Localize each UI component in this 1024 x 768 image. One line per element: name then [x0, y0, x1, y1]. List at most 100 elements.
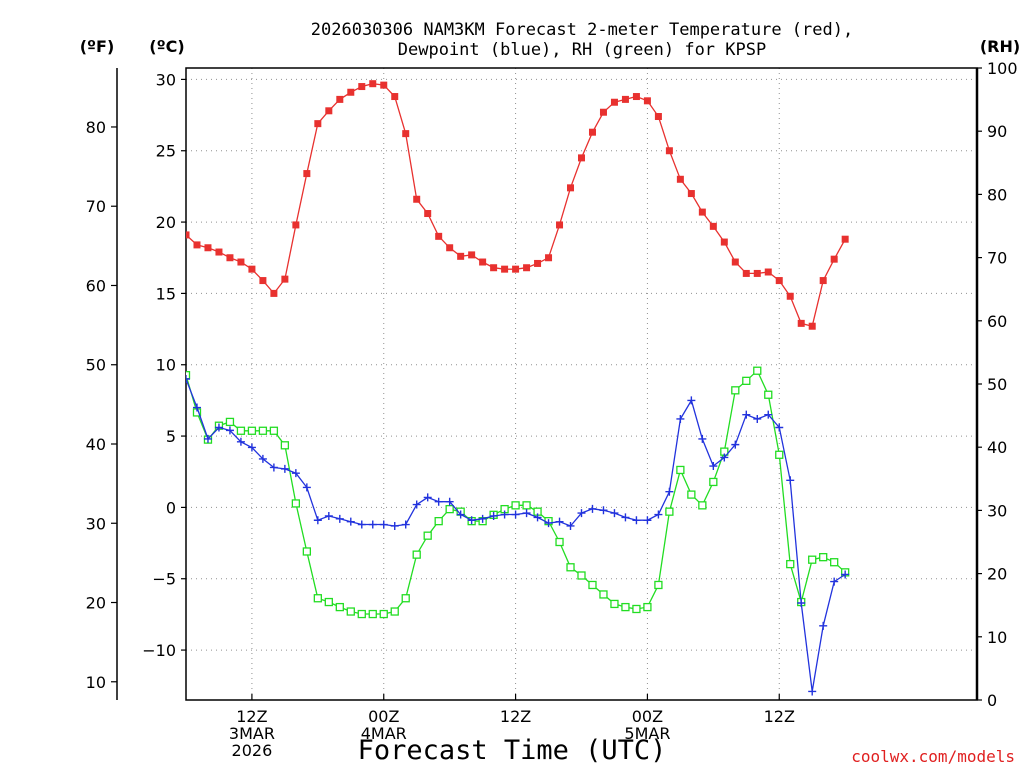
2-meter-temperature-point — [698, 208, 706, 216]
dewpoint-point — [511, 510, 520, 519]
rh-point — [291, 499, 301, 508]
2-meter-temperature-point — [797, 319, 805, 327]
rh-point — [610, 599, 619, 609]
rh-point — [775, 450, 784, 459]
2-meter-temperature-point — [687, 190, 695, 198]
celsius-unit-label: (ºC) — [149, 37, 184, 56]
axes: 8070605040302010302520151050−5−101009080… — [86, 59, 1018, 760]
dewpoint-point — [753, 414, 762, 423]
2-meter-temperature-point — [808, 322, 816, 330]
2-meter-temperature-point — [830, 255, 838, 263]
rh-point — [368, 609, 377, 619]
x-tick-label: 3MAR — [229, 724, 275, 743]
rh-point — [511, 501, 520, 510]
dewpoint-point — [434, 497, 443, 506]
rh-point — [401, 594, 410, 603]
fahrenheit-tick-label: 30 — [86, 514, 106, 533]
dewpoint-point — [643, 516, 652, 525]
rh-point — [247, 426, 257, 435]
2-meter-temperature-point — [402, 130, 410, 138]
title-line-1: 2026030306 NAM3KM Forecast 2-meter Tempe… — [311, 20, 853, 40]
dewpoint-point — [357, 520, 366, 529]
2-meter-temperature-point — [490, 264, 498, 272]
dewpoint-point — [797, 598, 806, 607]
2-meter-temperature-point — [731, 258, 739, 266]
2-meter-temperature-point — [501, 265, 509, 273]
x-tick-label: 2026 — [232, 741, 273, 760]
rh-tick-label: 60 — [987, 312, 1007, 331]
dewpoint-point — [324, 511, 333, 520]
x-tick-label: 12Z — [236, 707, 267, 726]
2-meter-temperature-point — [358, 83, 366, 91]
dewpoint-point — [291, 469, 300, 478]
2-meter-temperature-point — [380, 81, 388, 89]
2-meter-temperature-point — [204, 244, 212, 252]
2-meter-temperature-point — [391, 93, 399, 101]
2-meter-temperature-point — [764, 268, 772, 276]
2-meter-temperature-point — [578, 154, 585, 162]
dewpoint-point — [258, 454, 267, 463]
rh-point — [731, 386, 740, 395]
rh-point — [764, 390, 773, 399]
dewpoint-point — [709, 462, 718, 471]
dewpoint-point — [236, 437, 245, 446]
x-tick-label: 12Z — [500, 707, 531, 726]
dewpoint-point — [247, 443, 256, 452]
dewpoint-point — [456, 510, 465, 519]
dewpoint-point — [654, 510, 663, 519]
rh-point — [577, 571, 586, 580]
dewpoint-point — [588, 504, 597, 513]
rh-point — [225, 417, 235, 427]
dewpoint-point — [335, 514, 344, 523]
2-meter-temperature-point — [534, 259, 542, 267]
dewpoint-point — [346, 517, 355, 526]
fahrenheit-tick-label: 10 — [86, 673, 106, 692]
dewpoint-point — [665, 487, 674, 496]
rh-point — [643, 602, 652, 612]
rh-tick-label: 0 — [987, 691, 997, 710]
rh-point — [698, 501, 707, 510]
2-meter-temperature-point — [215, 248, 223, 256]
celsius-tick-label: 20 — [156, 213, 176, 232]
x-tick-label: 5MAR — [624, 724, 670, 743]
celsius-tick-label: 30 — [156, 70, 176, 89]
rh-point — [632, 604, 641, 614]
2-meter-temperature-point — [545, 254, 553, 262]
fahrenheit-tick-label: 80 — [86, 118, 106, 137]
2-meter-temperature-point — [588, 128, 596, 136]
rh-point — [324, 597, 333, 607]
2-meter-temperature-point — [775, 277, 783, 285]
2-meter-temperature-point — [709, 222, 717, 230]
series-dewpoint — [186, 375, 850, 696]
fahrenheit-tick-label: 70 — [86, 197, 106, 216]
rh-point — [357, 609, 366, 619]
rh-point — [434, 516, 443, 526]
rh-point — [236, 426, 246, 435]
2-meter-temperature-point — [281, 275, 289, 283]
2-meter-temperature-point — [186, 231, 190, 239]
2-meter-temperature-point — [193, 241, 201, 249]
rh-point — [621, 602, 630, 612]
2-meter-temperature-point — [292, 221, 300, 229]
celsius-tick-label: 0 — [166, 498, 176, 517]
x-tick-label: 00Z — [368, 707, 399, 726]
dewpoint-point — [775, 423, 784, 432]
dewpoint-point — [764, 410, 773, 419]
fahrenheit-tick-label: 50 — [86, 356, 106, 375]
dewpoint-point — [830, 577, 839, 586]
dewpoint-point — [214, 423, 223, 432]
2-meter-temperature-point — [654, 113, 662, 121]
dewpoint-point — [577, 509, 586, 518]
rh-tick-label: 70 — [987, 249, 1007, 268]
dewpoint-point — [621, 513, 630, 522]
dewpoint-point — [489, 511, 498, 520]
2-meter-temperature-point — [632, 93, 640, 101]
rh-point — [269, 426, 279, 435]
x-tick-label: 12Z — [764, 707, 795, 726]
dewpoint-point — [225, 426, 234, 435]
series — [186, 80, 850, 696]
dewpoint-point — [379, 520, 388, 529]
dewpoint-point — [533, 513, 542, 522]
rh-point — [676, 465, 685, 475]
